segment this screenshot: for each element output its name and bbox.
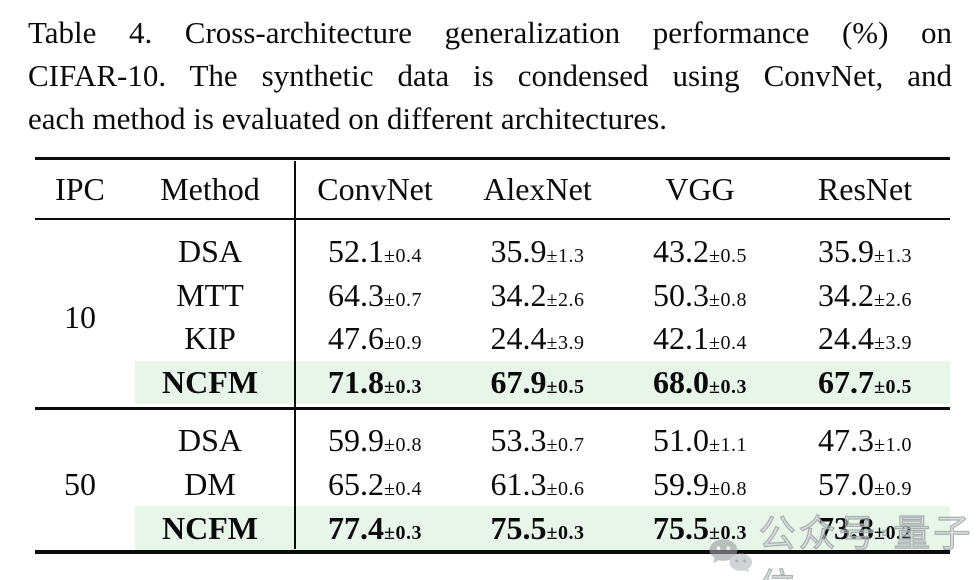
value-cell: 24.4±3.9: [490, 320, 585, 357]
column-header-convnet: ConvNet: [317, 170, 433, 207]
method-cell: DM: [184, 466, 236, 502]
value-cell: 59.9±0.8: [328, 422, 422, 459]
value-cell: 61.3±0.6: [490, 466, 585, 502]
caption-line-2: CIFAR-10. The synthetic data is condense…: [28, 58, 952, 93]
value-cell: 65.2±0.4: [328, 466, 422, 502]
caption-line-1: Table 4. Cross-architecture generalizati…: [28, 15, 952, 50]
method-cell: DSA: [177, 233, 242, 270]
method-cell: NCFM: [162, 509, 258, 546]
table-row-mtt: MTT 64.3±0.7 34.2±2.6 50.3±0.8 34.2±2.6: [35, 274, 950, 318]
value-cell: 75.5±0.3: [490, 509, 585, 546]
value-cell: 47.6±0.9: [328, 320, 422, 357]
results-table: IPC Method ConvNet AlexNet VGG ResNet 10…: [35, 157, 950, 556]
value-cell: 35.9±1.3: [818, 233, 912, 270]
value-cell: 75.5±0.3: [653, 509, 747, 546]
value-cell: 68.0±0.3: [653, 363, 747, 400]
value-cell: 73.8±0.2: [818, 509, 912, 546]
column-header-ipc: IPC: [55, 170, 105, 207]
column-header-method: Method: [160, 170, 260, 207]
value-cell: 57.0±0.9: [818, 466, 912, 502]
value-cell: 77.4±0.3: [328, 509, 422, 546]
value-cell: 35.9±1.3: [490, 233, 585, 270]
header-rule: [35, 218, 950, 220]
method-cell: DSA: [177, 422, 242, 459]
column-header-alexnet: AlexNet: [483, 170, 592, 207]
value-cell: 67.7±0.5: [818, 363, 912, 400]
value-cell: 43.2±0.5: [653, 233, 747, 270]
value-cell: 51.0±1.1: [653, 422, 747, 459]
table-row-ncfm: NCFM 71.8±0.3 67.9±0.5 68.0±0.3 67.7±0.5: [35, 360, 950, 404]
value-cell: 24.4±3.9: [818, 320, 912, 357]
table-row-dm: DM 65.2±0.4 61.3±0.6 59.9±0.8 57.0±0.9: [35, 463, 950, 507]
table-row-dsa: DSA 52.1±0.4 35.9±1.3 43.2±0.5 35.9±1.3: [35, 230, 950, 274]
method-values-divider: [294, 161, 296, 549]
bottom-rule: [35, 550, 950, 554]
column-header-vgg: VGG: [665, 170, 735, 207]
value-cell: 34.2±2.6: [818, 276, 912, 313]
group-rows: DSA 52.1±0.4 35.9±1.3 43.2±0.5 35.9±1.3 MTT 64…: [35, 230, 950, 404]
ipc-value-label: 50: [64, 466, 96, 502]
method-cell: MTT: [176, 276, 244, 313]
table-row-dsa: DSA 59.9±0.8 53.3±0.7 51.0±1.1 47.3±1.0: [35, 419, 950, 463]
table-row-kip: KIP 47.6±0.9 24.4±3.9 42.1±0.4 24.4±3.9: [35, 317, 950, 361]
group-rows: DSA 59.9±0.8 53.3±0.7 51.0±1.1 47.3±1.0 DM 65.…: [35, 419, 950, 551]
value-cell: 71.8±0.3: [328, 363, 422, 400]
top-rule: [35, 157, 950, 160]
value-cell: 50.3±0.8: [653, 276, 747, 313]
value-cell: 59.9±0.8: [653, 466, 747, 502]
ipc-50-group: 50 DSA 59.9±0.8 53.3±0.7 51.0±1.1 47.3±1.0 DM…: [35, 419, 950, 551]
method-cell: NCFM: [162, 363, 258, 400]
column-header-resnet: ResNet: [817, 170, 913, 207]
value-cell: 67.9±0.5: [490, 363, 585, 400]
value-cell: 53.3±0.7: [490, 422, 585, 459]
caption-line-3: each method is evaluated on different ar…: [28, 101, 667, 136]
ipc-value-label: 10: [64, 298, 96, 335]
value-cell: 64.3±0.7: [328, 276, 422, 313]
method-cell: KIP: [184, 320, 236, 357]
value-cell: 52.1±0.4: [328, 233, 422, 270]
table-row-ncfm: NCFM 77.4±0.3 75.5±0.3 75.5±0.3 73.8±0.2: [35, 506, 950, 551]
table-header-row: IPC Method ConvNet AlexNet VGG ResNet: [35, 160, 950, 218]
value-cell: 42.1±0.4: [653, 320, 747, 357]
ipc-10-group: 10 DSA 52.1±0.4 35.9±1.3 43.2±0.5 35.9±1.3 MT…: [35, 230, 950, 404]
mid-rule: [35, 407, 950, 410]
value-cell: 34.2±2.6: [490, 276, 585, 313]
table-caption: Table 4. Cross-architecture generalizati…: [28, 11, 952, 140]
value-cell: 47.3±1.0: [818, 422, 912, 459]
